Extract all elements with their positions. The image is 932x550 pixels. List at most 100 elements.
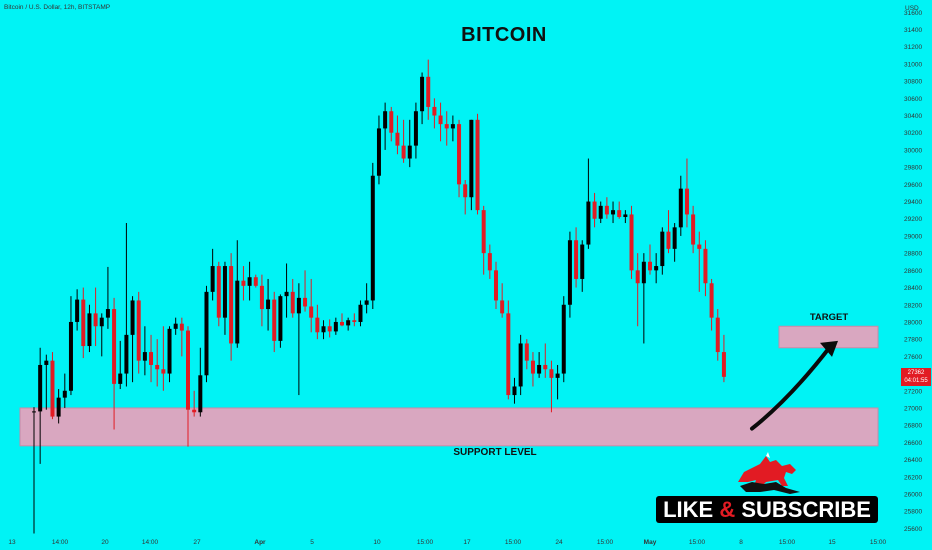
candle-body: [623, 214, 628, 218]
candle-body: [592, 201, 597, 219]
promo-amp: &: [719, 497, 736, 522]
candle-body: [192, 409, 197, 413]
candle-body: [660, 231, 665, 267]
candle-body: [469, 119, 474, 198]
candle-body: [364, 300, 369, 305]
candle-body: [62, 390, 67, 398]
candle-body: [253, 277, 258, 286]
candle-body: [204, 291, 209, 376]
candle-body: [210, 266, 215, 292]
candle-body: [75, 299, 80, 322]
y-tick-label: 29000: [904, 233, 922, 240]
candle-body: [401, 145, 406, 159]
candle-body: [530, 360, 535, 374]
candle-body: [93, 313, 98, 327]
candle-body: [715, 317, 720, 353]
y-tick-label: 29400: [904, 199, 922, 206]
support-label: SUPPORT LEVEL: [453, 447, 537, 458]
candle-body: [629, 214, 634, 271]
candle-body: [611, 210, 616, 215]
y-tick-label: 31000: [904, 61, 922, 68]
y-tick-label: 26200: [904, 474, 922, 481]
candle-body: [50, 360, 55, 417]
candle-body: [266, 299, 271, 310]
candle-body: [648, 261, 652, 271]
x-tick-label: 8: [739, 539, 743, 546]
candle-body: [691, 214, 696, 245]
y-tick-label: 28200: [904, 302, 922, 309]
y-tick-label: 31200: [904, 44, 922, 51]
candle-body: [222, 266, 227, 318]
y-tick-label: 27800: [904, 337, 922, 344]
candle-body: [340, 321, 344, 326]
y-tick-label: 29800: [904, 165, 922, 172]
y-tick-label: 30000: [904, 147, 922, 154]
candle-body: [376, 128, 381, 176]
candle-body: [543, 364, 548, 370]
candle-body: [198, 375, 203, 413]
x-tick-label: 20: [101, 539, 109, 546]
candle-body: [413, 111, 418, 146]
candle-body: [524, 343, 529, 361]
candle-body: [389, 111, 394, 133]
candle-body: [155, 364, 160, 370]
x-tick-label: 15: [828, 539, 836, 546]
candle-body: [506, 313, 511, 396]
y-tick-label: 25600: [904, 526, 922, 533]
candle-body: [463, 184, 468, 198]
candle-body: [112, 309, 117, 384]
candle-body: [432, 106, 437, 116]
candle-body: [444, 124, 449, 129]
candle-body: [296, 297, 301, 314]
y-tick-label: 28800: [904, 251, 922, 258]
y-tick-label: 30800: [904, 79, 922, 86]
candle-body: [290, 291, 295, 314]
candle-body: [333, 321, 338, 332]
y-tick-label: 29200: [904, 216, 922, 223]
bull-logo-icon: [738, 452, 800, 494]
candle-body: [383, 111, 388, 129]
candle-body: [136, 300, 141, 361]
candle-body: [586, 201, 591, 245]
candle-body: [678, 188, 683, 228]
y-tick-label: 31400: [904, 27, 922, 34]
y-tick-label: 26000: [904, 491, 922, 498]
candle-body: [229, 266, 234, 344]
symbol-header: Bitcoin / U.S. Dollar, 12h, BITSTAMP: [4, 4, 111, 11]
candle-body: [666, 231, 671, 249]
y-tick-label: 26400: [904, 457, 922, 464]
candle-body: [555, 373, 560, 378]
candle-body: [703, 248, 708, 284]
candle-body: [475, 119, 480, 211]
x-tick-label: 24: [555, 539, 563, 546]
candle-body: [481, 210, 486, 254]
candle-body: [124, 334, 129, 374]
candle-body: [321, 326, 326, 333]
candle-body: [672, 227, 677, 249]
candle-body: [346, 320, 351, 326]
x-tick-label: 5: [310, 539, 314, 546]
candle-body: [142, 352, 147, 361]
target-label: TARGET: [809, 312, 849, 323]
candle-body: [241, 280, 246, 286]
x-tick-label: 14:00: [142, 539, 159, 546]
candle-body: [315, 317, 320, 333]
candle-body: [635, 270, 640, 284]
candle-body: [684, 188, 689, 215]
y-tick-label: 27600: [904, 354, 922, 361]
arrow-icon: [750, 344, 832, 431]
candle-body: [395, 132, 400, 146]
y-tick-label: 30600: [904, 96, 922, 103]
candle-body: [580, 244, 585, 279]
like-subscribe-banner[interactable]: LIKE & SUBSCRIBE: [656, 496, 878, 523]
candle-body: [721, 352, 726, 377]
candle-body: [130, 300, 135, 335]
candle-body: [272, 299, 277, 341]
candle-body: [81, 299, 86, 347]
x-tick-label: 27: [193, 539, 201, 546]
y-tick-label: 28000: [904, 319, 922, 326]
candle-body: [500, 300, 505, 314]
arrow-head: [820, 340, 838, 357]
